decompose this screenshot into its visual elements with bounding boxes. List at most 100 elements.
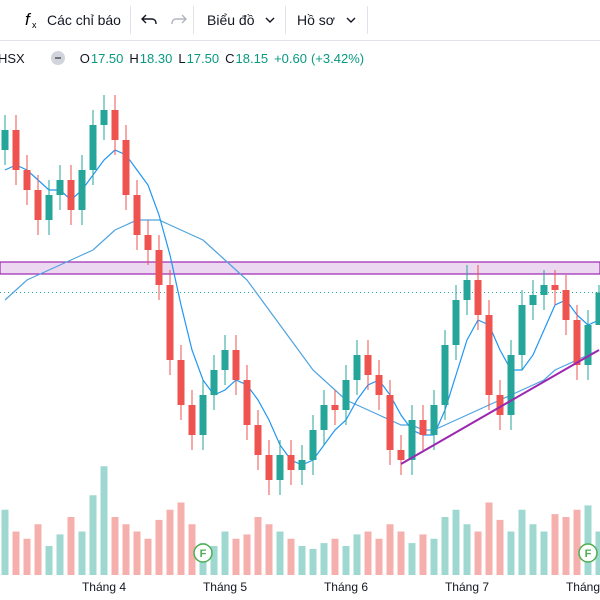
event-marker [578,543,598,563]
candle-body [562,290,570,320]
close-label: C [225,50,235,66]
volume-bar [12,531,20,575]
separator [367,6,368,34]
volume-bar [353,534,361,575]
separator [285,6,286,34]
volume-bar [287,538,295,575]
redo-button[interactable] [168,0,188,40]
volume-bar [144,538,152,575]
volume-bar [331,538,339,575]
volume-bar [1,509,9,575]
candle-body [12,130,20,170]
volume-bar [243,534,251,575]
undo-button[interactable] [140,0,160,40]
volume-bar [309,548,317,575]
candle-body [232,350,240,380]
close-value: 18.15 [235,50,269,66]
candle-body [133,195,141,235]
chevron [265,17,275,23]
candle-body [452,300,460,345]
candle-body [595,292,600,325]
volume-bar [34,524,42,575]
volume-bar [529,524,537,575]
candle-body [210,370,218,395]
volume-bar [419,534,427,575]
undo-icon [141,14,157,24]
volume-bar [67,517,75,575]
volume-bar [265,524,273,575]
candle-body [89,125,97,170]
volume-bar [397,531,405,575]
profile-menu[interactable]: Hồ sơ [297,0,361,40]
high-label: H [129,50,139,66]
open-value: 17.50 [90,50,124,66]
candle-body [144,235,152,250]
volume-bar [298,546,306,575]
volume-bar [518,509,526,575]
candle-body [507,355,515,415]
candle-body [155,250,163,285]
candle-body [584,325,592,365]
volume-bar [166,509,174,575]
chart-menu[interactable]: Biểu đồ [207,0,280,40]
candle-body [276,455,284,480]
candle-body [320,405,328,430]
candle-body [254,425,262,455]
candle-body [331,405,339,410]
separator [193,6,194,34]
volume-bar [221,531,229,575]
open-label: O [79,50,90,66]
svg-text:f: f [25,10,32,29]
candle-body [463,280,471,300]
volume-bar [595,531,600,575]
candle-body [540,285,548,295]
candle-body [56,180,64,195]
volume-bar [584,505,592,575]
candle-body [551,285,559,290]
volume-bar [562,517,570,575]
symbol: HSX [0,50,25,66]
candle-body [1,130,9,150]
indicators-label: Các chỉ báo [47,12,121,28]
volume-bar [56,534,64,575]
high-value: 18.30 [139,50,173,66]
moving-average [4,149,600,466]
volume-bar [155,519,163,575]
candle-body [45,195,53,220]
volume-bar [463,524,471,575]
candle-body [353,355,361,380]
volume-bar [133,531,141,575]
event-label: F [585,548,592,560]
change: +0.60 [274,50,307,66]
candle-body [188,405,196,435]
candle-body [177,360,185,405]
volume-bar [45,546,53,575]
candle-body [342,380,350,410]
volume-bar [177,502,185,575]
trend-line [400,349,600,465]
volume-bar [188,524,196,575]
candle-body [100,110,108,125]
candle-body [23,170,31,190]
volume-bar [386,524,394,575]
status-dot [50,51,65,65]
candle-body [474,280,482,315]
change-pct: (+3.42%) [310,50,365,66]
candle-body [287,455,295,470]
volume-bar [320,543,328,575]
candle-body [485,315,493,395]
candle-body [496,395,504,415]
volume-bar [276,531,284,575]
x-tick-label: Tháng 6 [324,580,368,594]
chevron [346,17,356,23]
candle-body [397,450,405,460]
separator [130,6,131,34]
candle-body [67,180,75,210]
volume-bar [100,466,108,575]
x-tick-label: Tháng 7 [445,580,489,594]
volume-bar [254,517,262,575]
